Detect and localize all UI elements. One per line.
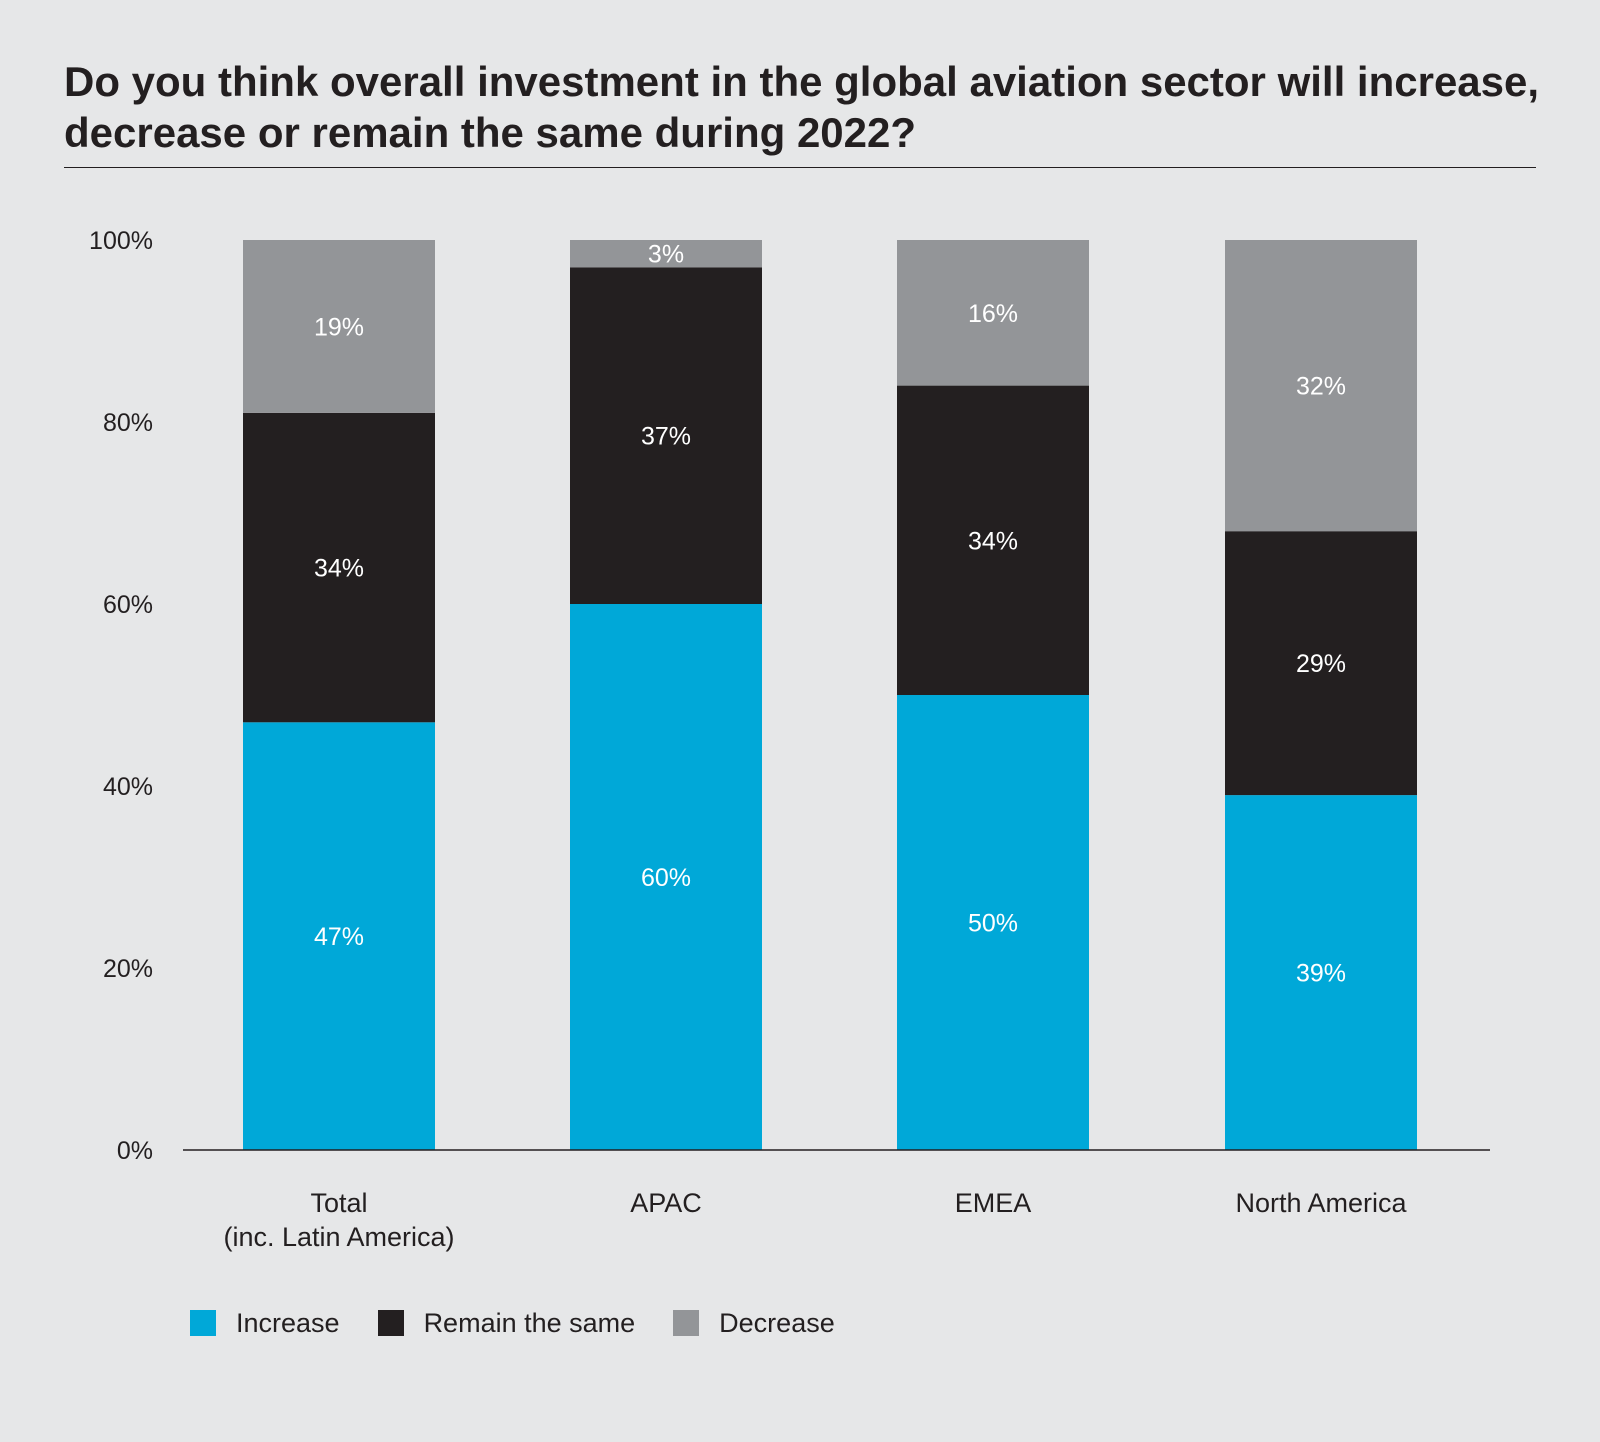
y-tick-label: 0% [117,1137,153,1165]
data-label: 34% [314,555,364,583]
y-tick-label: 20% [103,955,153,983]
legend-item-decrease: Decrease [673,1308,835,1339]
data-label: 50% [968,910,1018,938]
bar-segment-increase [897,695,1089,1150]
x-category-label: Total [310,1188,367,1218]
x-category-label: APAC [630,1188,702,1218]
legend-swatch-increase [190,1310,216,1336]
bar-segment-remain-the-same [243,412,435,723]
legend-swatch-decrease [673,1310,700,1336]
data-label: 47% [314,923,364,951]
data-label: 19% [314,313,364,341]
bar-segment-decrease [897,240,1089,386]
y-tick-label: 60% [103,591,153,619]
bar-segment-decrease [243,240,435,413]
y-tick-label: 40% [103,773,153,801]
bar-segment-decrease [570,240,762,268]
bar-segment-remain-the-same [1225,531,1417,796]
bar-segment-decrease [1225,240,1417,532]
data-label: 39% [1296,960,1346,988]
y-tick-label: 80% [103,409,153,437]
legend-item-remain-the-same: Remain the same [377,1307,636,1339]
legend-swatch-remain-the-same [377,1310,404,1336]
bar-segment-increase [243,722,435,1150]
chart-legend: Increase Remain the same Decrease [190,1305,873,1341]
bar-segment-remain-the-same [897,385,1089,695]
legend-item-increase: Increase [190,1308,340,1339]
data-label: 34% [968,527,1018,555]
y-tick-label: 100% [89,227,153,255]
x-category-label: EMEA [955,1188,1032,1218]
chart-title: Do you think overall investment in the g… [64,58,1540,156]
data-label: 3% [648,241,684,269]
data-label: 29% [1296,650,1346,678]
bar-segment-remain-the-same [570,267,762,604]
x-category-label: North America [1235,1188,1407,1218]
legend-label-increase: Increase [236,1307,340,1338]
bar-segment-increase [1225,795,1417,1150]
bar-segment-increase [570,604,762,1150]
data-label: 60% [641,864,691,892]
data-label: 16% [968,300,1018,328]
legend-label-remain-the-same: Remain the same [423,1307,636,1338]
x-category-label: (inc. Latin America) [223,1222,454,1252]
data-label: 37% [641,423,691,451]
data-label: 32% [1296,373,1346,401]
legend-label-decrease: Decrease [719,1307,835,1338]
title-divider [64,167,1536,168]
